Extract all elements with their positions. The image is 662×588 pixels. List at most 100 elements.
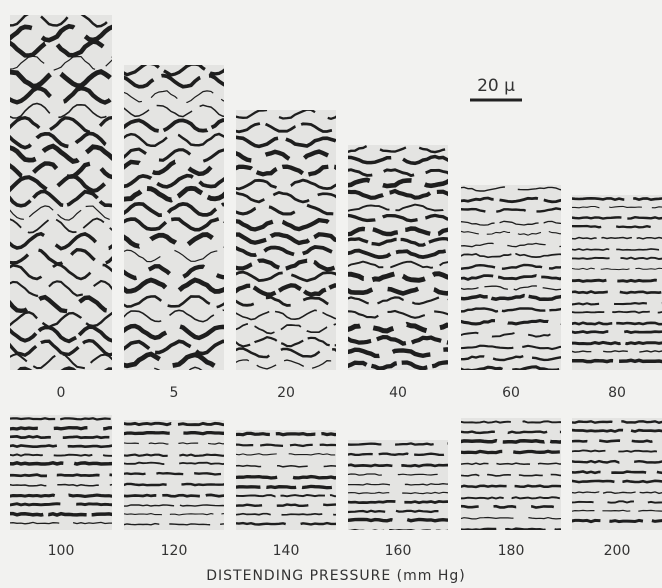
lamella (572, 350, 662, 353)
lamella (10, 173, 112, 194)
caption: DISTENDING PRESSURE (mm Hg) (206, 568, 465, 584)
lamella (10, 23, 112, 43)
lamella (10, 262, 112, 281)
lamella (10, 55, 112, 72)
panel-label: 140 (273, 543, 300, 559)
panel-label: 0 (57, 385, 66, 401)
lamella (124, 504, 224, 507)
lamella (461, 496, 561, 500)
lamella (124, 90, 224, 104)
lamella (124, 201, 224, 218)
lamella (461, 516, 561, 520)
lamella (10, 217, 112, 234)
lamella (348, 203, 448, 212)
lamella (124, 73, 224, 89)
lamella (461, 263, 561, 270)
lamella (236, 190, 336, 204)
lamella (461, 484, 561, 489)
lamella (124, 173, 224, 189)
lamella (572, 500, 662, 504)
lamella (348, 296, 448, 306)
lamella (572, 310, 662, 314)
panel-label: 60 (502, 385, 520, 401)
lamella (124, 159, 224, 177)
lamella (461, 365, 561, 370)
micrograph (572, 418, 662, 530)
panel-label: 5 (170, 385, 179, 401)
micrograph (572, 195, 662, 370)
lamella (236, 178, 336, 191)
lamella (572, 330, 662, 334)
lamella (236, 121, 336, 134)
lamella (124, 118, 224, 133)
panel-label: 80 (608, 385, 626, 401)
lamella (572, 205, 662, 209)
lamella (124, 216, 224, 232)
lamella (10, 453, 112, 457)
lamella (10, 417, 112, 421)
lamella (236, 203, 336, 216)
lamella (572, 236, 662, 240)
panel-label: 180 (498, 543, 525, 559)
lamella (236, 453, 336, 456)
lamella (348, 154, 448, 166)
lamellae (236, 110, 336, 370)
panels: 0 5 20 40 60 80 100 120 140 160 180 200 (10, 15, 662, 559)
lamella (572, 459, 662, 464)
lamella (572, 302, 662, 306)
lamella (572, 509, 662, 512)
lamella (461, 420, 561, 424)
lamella (461, 449, 561, 455)
lamella (236, 110, 336, 121)
lamella (10, 160, 112, 180)
lamellae (236, 431, 336, 526)
lamella (348, 188, 448, 200)
lamella (461, 354, 561, 362)
lamella (124, 513, 224, 516)
lamella (461, 504, 561, 509)
panel-label: 100 (48, 543, 75, 559)
lamella (348, 500, 448, 505)
lamella (124, 471, 224, 476)
lamella (572, 290, 662, 295)
lamella (10, 521, 112, 525)
lamella (124, 185, 224, 203)
lamella (572, 224, 662, 229)
lamella (124, 421, 224, 427)
lamella (461, 220, 561, 226)
lamella (348, 517, 448, 523)
lamella (572, 518, 662, 524)
lamella (348, 177, 448, 189)
lamella (348, 284, 448, 296)
lamella (124, 339, 224, 356)
lamellae (348, 442, 448, 530)
lamella (124, 482, 224, 487)
lamella (236, 232, 336, 246)
lamella (461, 307, 561, 313)
lamella (461, 331, 561, 338)
lamella (17, 366, 112, 370)
lamella (348, 271, 448, 283)
lamella (461, 285, 561, 291)
lamella (572, 248, 662, 251)
lamella (10, 143, 112, 164)
lamella (236, 521, 336, 526)
lamella (348, 463, 448, 468)
lamella (10, 493, 112, 498)
lamella (348, 321, 448, 334)
lamella (461, 196, 561, 204)
lamella (572, 358, 662, 364)
lamella (348, 334, 448, 346)
lamella (10, 325, 112, 344)
lamella (10, 294, 112, 314)
lamella (10, 460, 112, 466)
panel-label: 40 (389, 385, 407, 401)
lamella (124, 323, 224, 341)
lamella (348, 483, 448, 486)
lamella (348, 260, 448, 269)
lamella (236, 503, 336, 508)
lamella (572, 428, 662, 433)
lamella (461, 319, 561, 326)
lamella (10, 425, 112, 431)
